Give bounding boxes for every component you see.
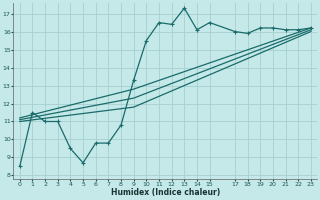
X-axis label: Humidex (Indice chaleur): Humidex (Indice chaleur) bbox=[111, 188, 220, 197]
